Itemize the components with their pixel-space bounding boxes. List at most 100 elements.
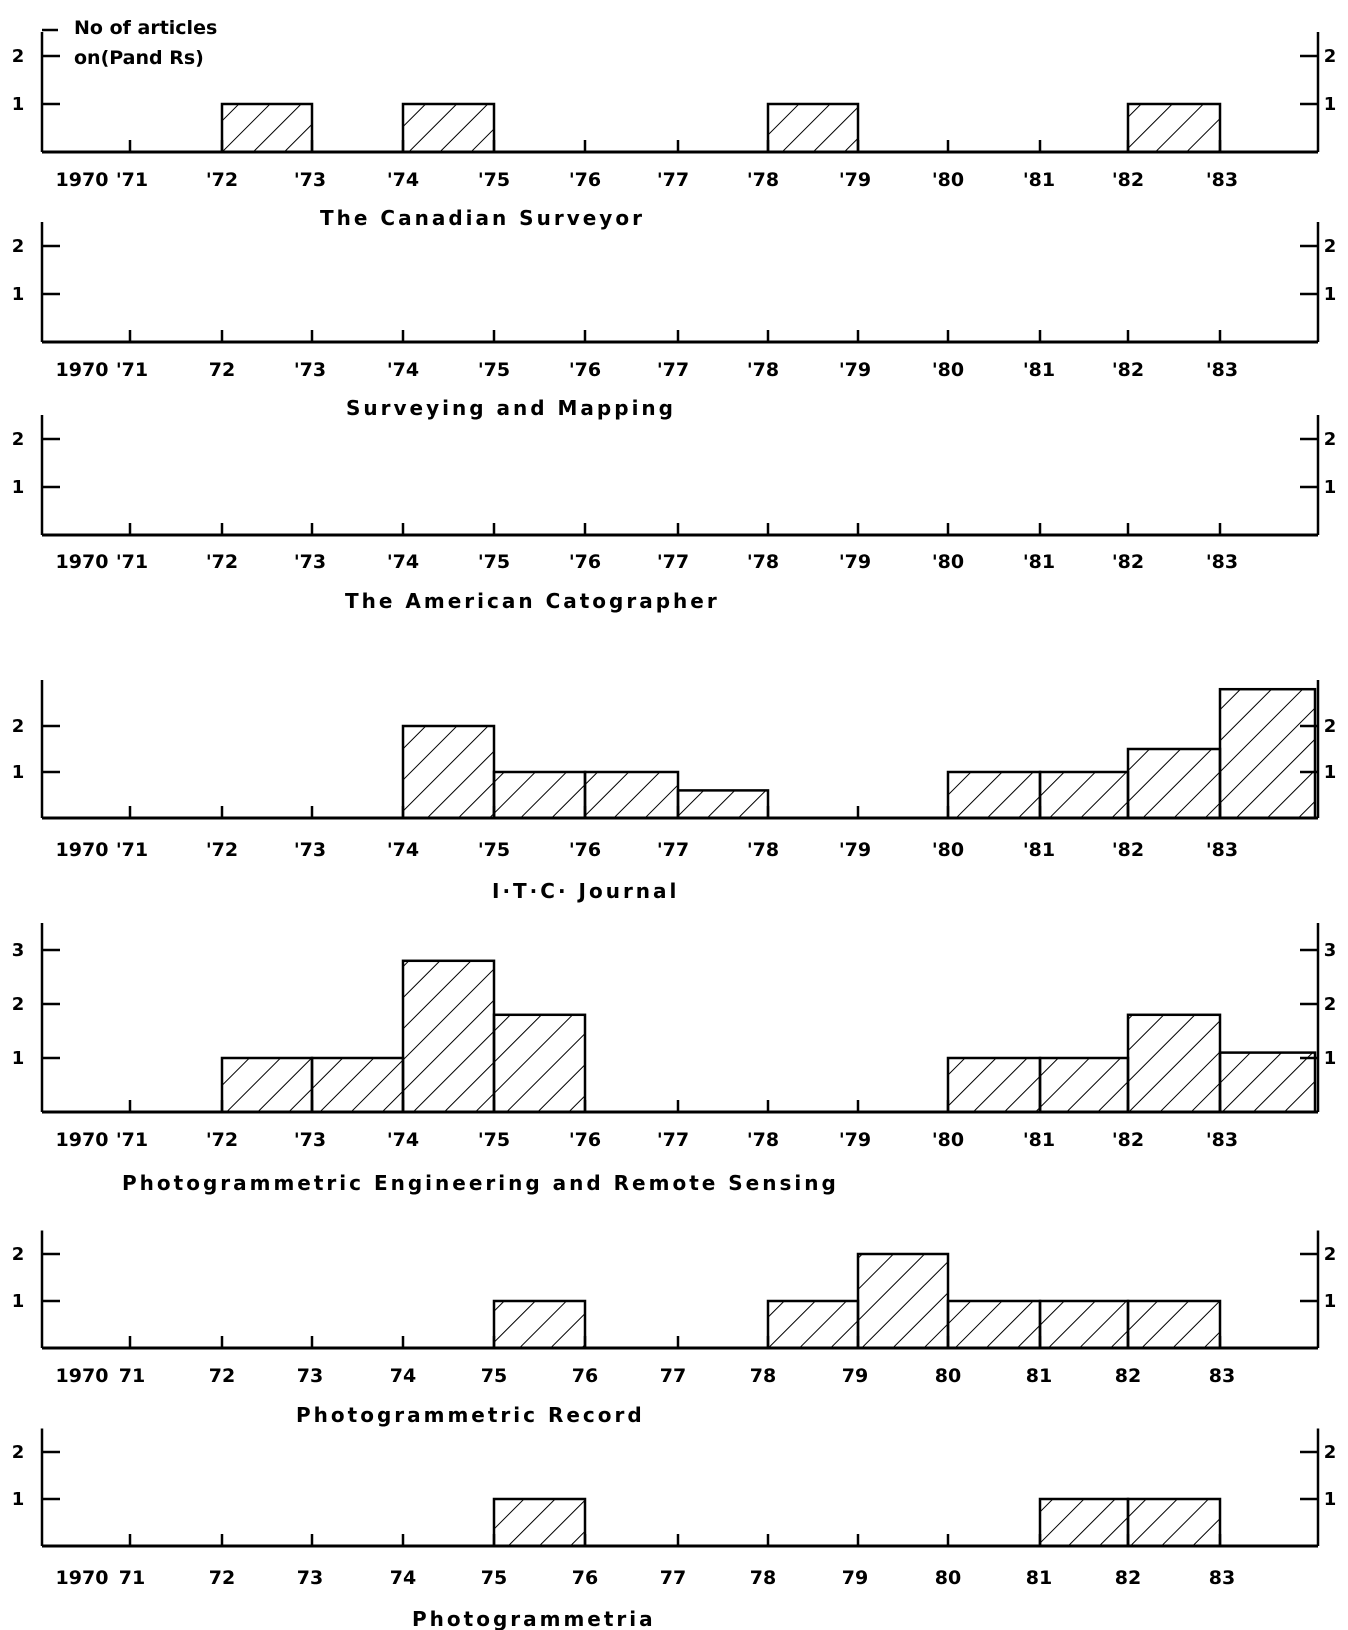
- x-tick-label: '74: [387, 359, 419, 381]
- left-y-tick-label: 1: [12, 477, 25, 498]
- x-tick-label: '71: [116, 359, 148, 381]
- bar-76: [583, 770, 680, 820]
- panel-title: I·T·C· Journal: [492, 879, 679, 903]
- x-tick-label: '77: [657, 551, 689, 573]
- right-y-tick-label: 1: [1324, 94, 1337, 115]
- x-tick-label: '74: [387, 169, 419, 191]
- bar-77: [676, 789, 770, 820]
- bar-72: [220, 102, 314, 154]
- x-tick-label: 83: [1209, 1567, 1235, 1589]
- left-y-tick-label: 3: [12, 940, 25, 961]
- x-tick-label: '71: [116, 551, 148, 573]
- x-tick-label: 79: [842, 1365, 868, 1387]
- bar-82: [1126, 102, 1222, 154]
- x-tick-label: 72: [209, 1567, 235, 1589]
- x-tick-label: '72: [206, 1129, 238, 1151]
- x-tick-label: 79: [842, 1567, 868, 1589]
- x-tick-label: 76: [572, 1365, 598, 1387]
- panel-title: Photogrammetric Engineering and Remote S…: [122, 1171, 839, 1195]
- panel-title: The American Catographer: [345, 589, 720, 613]
- panel-2: 1 1 2 2 1970 '71 72 '73 '74 '75 '76 '77 '78 '79 '80 '81…: [12, 222, 1337, 420]
- panel-1: 1 1 2 2 1970 '71 '72 '73 '74 '75 '76 '77 '78 '79 '80 '8…: [12, 17, 1337, 230]
- left-y-tick-label: 1: [12, 762, 25, 783]
- bar-80: [946, 1299, 1042, 1350]
- x-tick-label: '76: [569, 839, 601, 861]
- x-tick-label: 81: [1026, 1365, 1052, 1387]
- right-y-tick-label: 1: [1324, 1048, 1337, 1069]
- x-tick-label: '78: [747, 551, 779, 573]
- right-y-tick-label: 2: [1324, 46, 1337, 67]
- x-tick-label: 1970: [56, 359, 109, 381]
- bar-80: [946, 770, 1042, 820]
- x-tick-label: '76: [569, 359, 601, 381]
- right-y-tick-label: 2: [1324, 429, 1337, 450]
- left-y-tick-label: 1: [12, 94, 25, 115]
- x-tick-label: '82: [1112, 1129, 1144, 1151]
- x-tick-label: 72: [209, 1365, 235, 1387]
- bar-82: [1126, 747, 1222, 820]
- x-tick-label: '80: [932, 169, 964, 191]
- x-tick-label: '73: [294, 551, 326, 573]
- bar-80: [946, 1056, 1042, 1114]
- x-tick-label: '72: [206, 551, 238, 573]
- bar-72: [220, 1056, 314, 1114]
- x-tick-label: '75: [478, 839, 510, 861]
- x-tick-label: '79: [839, 359, 871, 381]
- x-tick-label: 1970: [56, 1567, 109, 1589]
- x-tick-label: '75: [478, 169, 510, 191]
- x-tick-label: '77: [657, 839, 689, 861]
- bar-74: [401, 724, 496, 820]
- x-tick-label: '83: [1206, 839, 1238, 861]
- x-tick-label: '73: [294, 359, 326, 381]
- bar-82: [1126, 1497, 1222, 1548]
- bar-78: [766, 1299, 860, 1350]
- x-tick-label: '72: [206, 169, 238, 191]
- right-y-tick-label: 2: [1324, 236, 1337, 257]
- x-tick-label: '82: [1112, 551, 1144, 573]
- x-tick-label: '77: [657, 359, 689, 381]
- x-tick-label: 77: [660, 1365, 686, 1387]
- x-tick-label: '79: [839, 839, 871, 861]
- bar-79: [856, 1252, 950, 1350]
- right-y-tick-label: 2: [1324, 1442, 1337, 1463]
- bar-75: [492, 1299, 587, 1350]
- y-axis-label-line-1: No of articles: [74, 17, 217, 39]
- bar-81: [1038, 770, 1130, 820]
- bar-82: [1126, 1013, 1222, 1114]
- x-tick-label: '73: [294, 1129, 326, 1151]
- x-tick-label: '79: [839, 551, 871, 573]
- x-tick-label: '81: [1023, 551, 1055, 573]
- y-axis-label-line-2: on(Pand Rs): [74, 47, 204, 69]
- x-tick-label: 1970: [56, 839, 109, 861]
- x-tick-label: '81: [1023, 839, 1055, 861]
- x-tick-label: '83: [1206, 169, 1238, 191]
- x-tick-label: 1970: [56, 1365, 109, 1387]
- x-tick-label: 1970: [56, 1129, 109, 1151]
- x-tick-label: '83: [1206, 1129, 1238, 1151]
- right-y-tick-label: 1: [1324, 284, 1337, 305]
- left-y-tick-label: 2: [12, 994, 25, 1015]
- x-tick-label: '75: [478, 551, 510, 573]
- x-tick-label: '71: [116, 1129, 148, 1151]
- right-y-tick-label: 2: [1324, 1244, 1337, 1265]
- x-tick-label: '75: [478, 359, 510, 381]
- x-tick-label: '73: [294, 839, 326, 861]
- x-tick-label: '78: [747, 839, 779, 861]
- panel-title: Photogrammetria: [412, 1607, 656, 1630]
- left-y-tick-label: 2: [12, 1244, 25, 1265]
- panel-title: Photogrammetric Record: [296, 1403, 645, 1427]
- bar-83: [1218, 687, 1317, 820]
- x-tick-label: '76: [569, 551, 601, 573]
- right-y-tick-label: 1: [1324, 477, 1337, 498]
- x-tick-label: 73: [297, 1567, 323, 1589]
- x-tick-label: 78: [750, 1567, 776, 1589]
- bar-74: [401, 959, 496, 1114]
- bar-75: [492, 1013, 587, 1114]
- x-tick-label: 71: [119, 1567, 145, 1589]
- panel-title: The Canadian Surveyor: [320, 206, 645, 230]
- x-tick-label: '79: [839, 169, 871, 191]
- left-y-tick-label: 2: [12, 46, 25, 67]
- x-tick-label: 76: [572, 1567, 598, 1589]
- left-y-tick-label: 1: [12, 1048, 25, 1069]
- x-tick-label: 71: [119, 1365, 145, 1387]
